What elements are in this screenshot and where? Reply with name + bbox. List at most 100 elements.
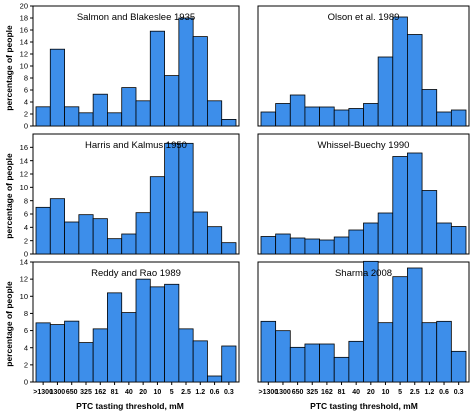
x-tick-label: 2.5 <box>410 389 420 396</box>
bar-40 <box>348 229 364 255</box>
bar-40 <box>121 233 137 255</box>
bar-0.6 <box>436 222 452 255</box>
bar-20 <box>135 278 151 383</box>
bar-81 <box>333 109 350 127</box>
bar-162 <box>92 328 108 383</box>
bar-0.6 <box>207 100 223 127</box>
y-tick-label: 12 <box>20 170 28 179</box>
y-tick-label: 16 <box>20 26 28 35</box>
x-tick-label: 10 <box>382 389 390 396</box>
bar-20 <box>363 222 379 255</box>
bar-10 <box>377 212 394 255</box>
bar-40 <box>348 340 364 383</box>
bar-325 <box>78 342 94 383</box>
y-tick-label: 4 <box>24 98 28 107</box>
bar-650 <box>64 221 80 255</box>
bar-162 <box>319 106 335 127</box>
bar-2.5 <box>178 142 194 255</box>
x-tick-label: 325 <box>306 389 318 396</box>
bar->1300 <box>35 206 51 255</box>
y-tick-label: 2 <box>24 360 28 369</box>
x-tick-label: 325 <box>80 389 92 396</box>
panel-title: Reddy and Rao 1989 <box>91 268 181 279</box>
bar-650 <box>289 346 306 383</box>
bar-0.3 <box>450 109 467 127</box>
bar-10 <box>149 176 165 255</box>
bar-5 <box>392 276 408 383</box>
x-tick-label: 20 <box>367 389 375 396</box>
bar-5 <box>392 156 408 255</box>
x-tick-label: 0.6 <box>439 389 449 396</box>
bar->1300 <box>260 111 277 127</box>
y-tick-label: 0 <box>24 378 28 387</box>
bar-1300 <box>275 233 291 255</box>
x-tick-label: 162 <box>321 389 333 396</box>
y-tick-label: 10 <box>20 292 28 301</box>
panel-title: Olson et al. 1989 <box>328 12 400 23</box>
bar-10 <box>149 286 165 383</box>
x-tick-label: 650 <box>292 389 304 396</box>
bar-0.6 <box>436 111 452 127</box>
x-tick-label: 10 <box>154 389 162 396</box>
panel-title: Salmon and Blakeslee 1935 <box>77 12 195 23</box>
chart-panel-1: 0 2 4 6 8 10 12 14 16 18 20 Salmon and Blakeslee 19… <box>20 2 240 131</box>
bar-162 <box>319 343 335 383</box>
y-tick-label: 10 <box>20 183 28 192</box>
y-tick-label: 12 <box>20 50 28 59</box>
bar-0.6 <box>207 375 223 383</box>
bar-1300 <box>49 198 65 255</box>
x-tick-label: 0.3 <box>454 389 464 396</box>
bar-2.5 <box>407 34 423 127</box>
ylabel-top: percentage of people <box>4 25 14 111</box>
bar-0.6 <box>436 320 452 383</box>
bar-0.3 <box>221 119 237 127</box>
bar-162 <box>319 239 335 255</box>
y-tick-label: 4 <box>24 223 28 232</box>
ylabel-middle: percentage of people <box>4 153 14 239</box>
bar-162 <box>92 218 108 255</box>
bar-325 <box>78 112 94 127</box>
bar-0.3 <box>221 242 237 255</box>
x-tick-label: 1300 <box>50 389 66 396</box>
bar-325 <box>304 238 320 255</box>
bar-650 <box>64 320 80 383</box>
bar-0.3 <box>221 345 237 383</box>
bar->1300 <box>260 236 277 255</box>
bar-40 <box>121 312 137 383</box>
bar-1.2 <box>421 322 438 383</box>
bar-10 <box>149 30 165 127</box>
bar-40 <box>348 108 364 127</box>
panel-title: Whissel-Buechy 1990 <box>318 140 410 151</box>
bar-650 <box>64 106 80 127</box>
bar-1.2 <box>192 340 208 383</box>
x-tick-label: 20 <box>139 389 147 396</box>
x-tick-label: >1300 <box>33 389 53 396</box>
bar-20 <box>135 100 151 127</box>
bar-81 <box>107 238 123 255</box>
bar-1.2 <box>421 89 438 127</box>
bar-10 <box>377 56 394 127</box>
x-tick-label: 162 <box>94 389 106 396</box>
bar-2.5 <box>178 328 194 383</box>
bar-1.2 <box>192 36 208 127</box>
bar-162 <box>92 93 108 127</box>
bar-5 <box>164 142 180 255</box>
y-tick-label: 8 <box>24 74 28 83</box>
y-tick-label: 2 <box>24 110 28 119</box>
panel-title: Harris and Kalmus 1950 <box>85 140 187 151</box>
bar-81 <box>107 292 123 383</box>
y-tick-label: 6 <box>24 326 28 335</box>
bar-5 <box>164 283 180 383</box>
bar-81 <box>107 112 123 127</box>
chart-panel-4: Whissel-Buechy 1990 <box>257 133 470 255</box>
x-tick-label: 81 <box>338 389 346 396</box>
y-tick-label: 2 <box>24 236 28 245</box>
y-tick-label: 8 <box>24 309 28 318</box>
bar-20 <box>363 260 379 383</box>
bar-1300 <box>275 330 291 383</box>
x-tick-label: 81 <box>111 389 119 396</box>
y-tick-label: 14 <box>20 258 28 267</box>
y-tick-label: 18 <box>20 14 28 23</box>
